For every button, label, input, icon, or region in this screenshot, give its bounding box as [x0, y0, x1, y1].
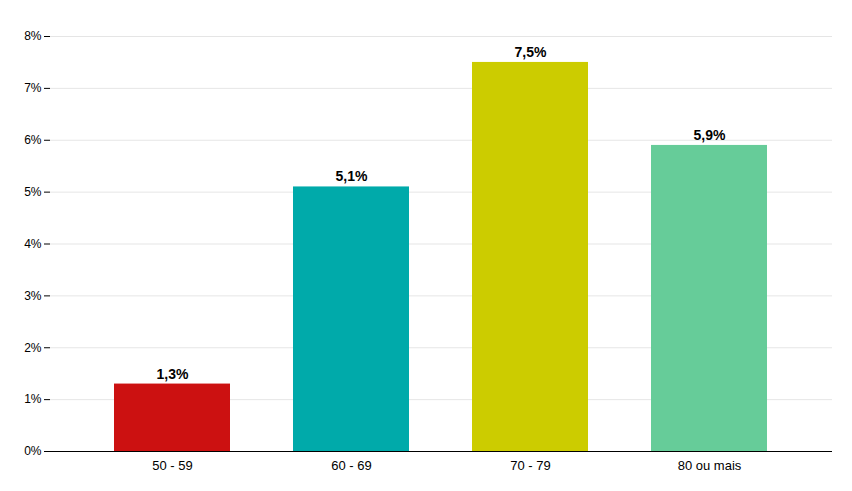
svg-text:5,1%: 5,1% — [336, 168, 368, 184]
svg-text:2%: 2% — [24, 341, 42, 355]
svg-text:60 - 69: 60 - 69 — [331, 458, 371, 473]
svg-text:1%: 1% — [24, 392, 42, 406]
svg-text:7%: 7% — [24, 81, 42, 95]
svg-text:4%: 4% — [24, 237, 42, 251]
svg-text:5,9%: 5,9% — [694, 127, 726, 143]
svg-text:1,3%: 1,3% — [157, 366, 189, 382]
svg-text:50 - 59: 50 - 59 — [152, 458, 192, 473]
svg-text:0%: 0% — [24, 444, 42, 458]
svg-text:8%: 8% — [24, 29, 42, 43]
svg-text:7,5%: 7,5% — [515, 44, 547, 60]
svg-text:5%: 5% — [24, 185, 42, 199]
svg-text:6%: 6% — [24, 133, 42, 147]
svg-text:70 - 79: 70 - 79 — [510, 458, 550, 473]
svg-text:3%: 3% — [24, 289, 42, 303]
svg-text:80 ou mais: 80 ou mais — [678, 458, 742, 473]
